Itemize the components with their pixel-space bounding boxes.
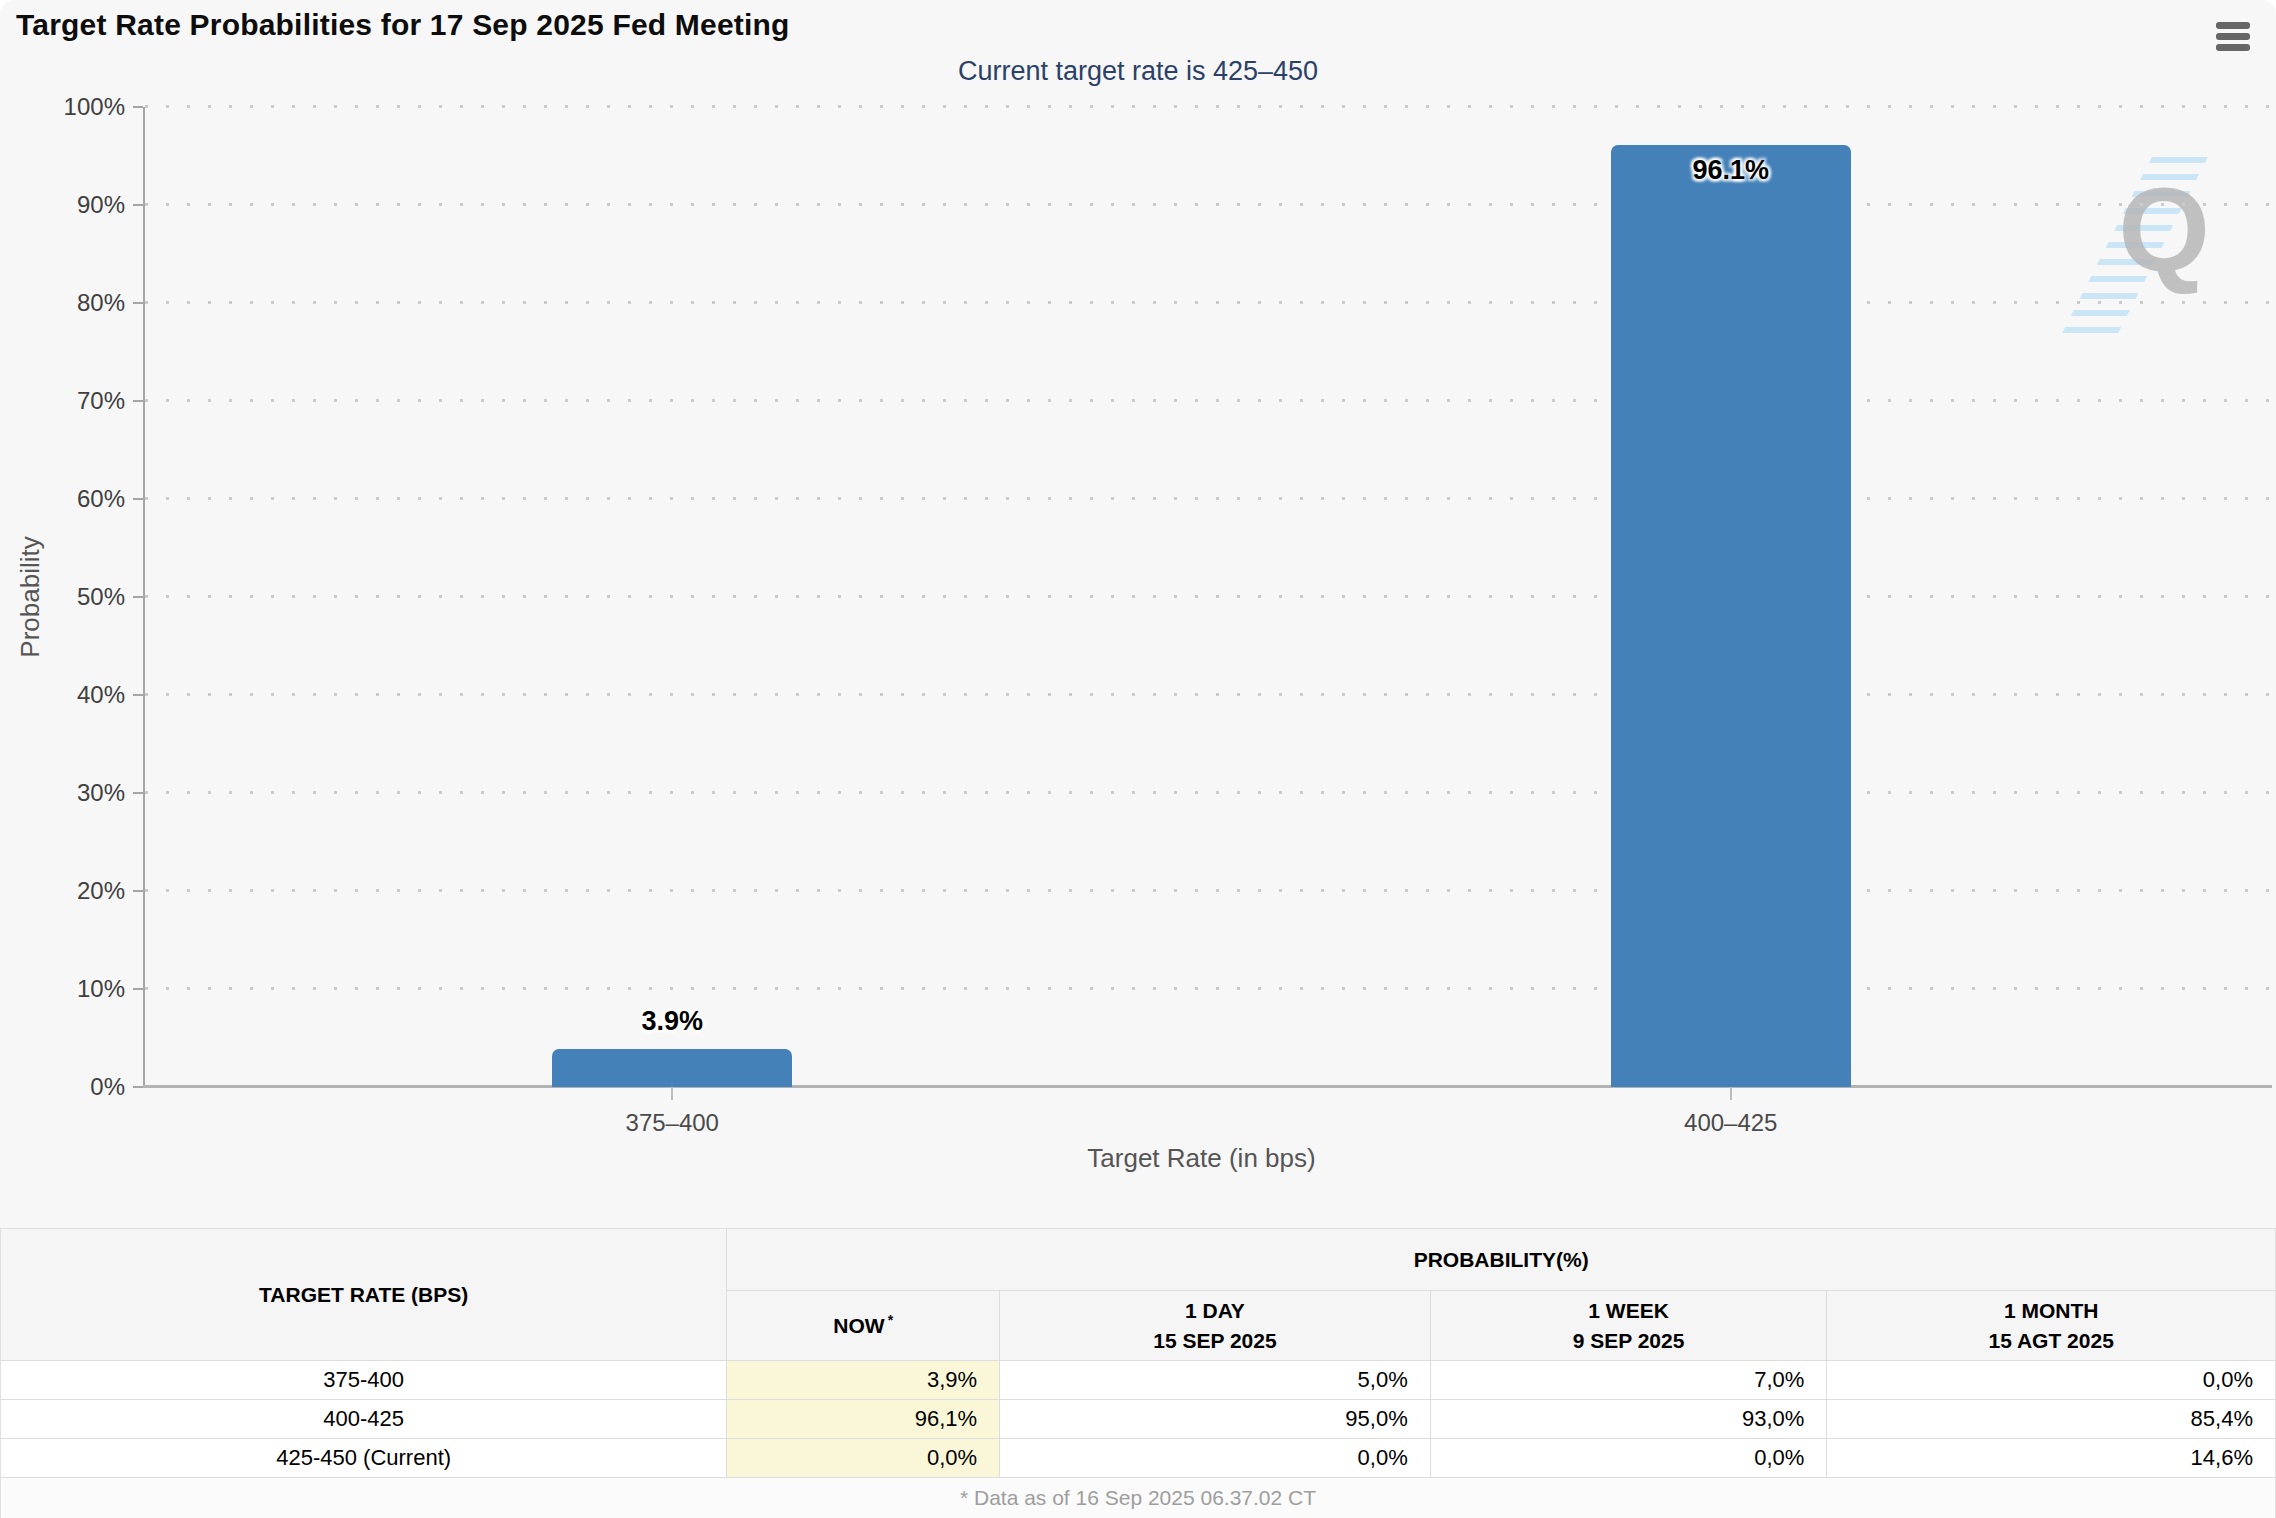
chart-title: Target Rate Probabilities for 17 Sep 202…: [16, 8, 790, 42]
bar-value-label: 3.9%: [641, 1006, 703, 1037]
table-header-target-rate: TARGET RATE (BPS): [1, 1229, 727, 1361]
col-label: 1 DAY: [1185, 1296, 1245, 1325]
gridline: [145, 595, 2272, 598]
rate-cell: 400-425: [1, 1400, 727, 1439]
data-as-of-footnote: * Data as of 16 Sep 2025 06.37.02 CT: [1, 1478, 2275, 1518]
gridline: [145, 399, 2272, 402]
y-tick: [133, 204, 143, 206]
now-label: NOW*: [833, 1311, 893, 1340]
table-header-1day: 1 DAY 15 SEP 2025: [1000, 1291, 1431, 1361]
menu-bar: [2216, 44, 2250, 51]
quikstrike-watermark: Q: [2060, 149, 2220, 379]
y-tick-label: 40%: [77, 681, 125, 709]
month-value-cell: 0,0%: [1827, 1361, 2275, 1400]
col-date: 15 SEP 2025: [1153, 1326, 1276, 1355]
y-tick-label: 30%: [77, 779, 125, 807]
y-tick: [133, 302, 143, 304]
q-logo-icon: Q: [2118, 171, 2210, 289]
y-tick-label: 50%: [77, 583, 125, 611]
x-tick: [671, 1087, 673, 1100]
menu-bar: [2216, 22, 2250, 29]
gridline: [145, 791, 2272, 794]
y-tick: [133, 596, 143, 598]
watermark-stripes-icon: [2060, 157, 2208, 337]
y-axis-title: Probability: [15, 447, 45, 747]
y-tick-label: 70%: [77, 387, 125, 415]
x-category-label: 400–425: [1684, 1109, 1777, 1137]
gridline: [145, 889, 2272, 892]
x-axis-line: [143, 1085, 2272, 1088]
y-tick-label: 60%: [77, 485, 125, 513]
menu-bar: [2216, 33, 2250, 40]
gridline: [145, 693, 2272, 696]
hamburger-menu-icon[interactable]: [2212, 16, 2256, 56]
y-tick-label: 100%: [64, 93, 125, 121]
col-date: 9 SEP 2025: [1573, 1326, 1685, 1355]
asterisk: *: [888, 1312, 893, 1328]
col-date: 15 AGT 2025: [1989, 1326, 2114, 1355]
gridline: [145, 301, 2272, 304]
plot-area: Q Probability Target Rate (in bps) 0%10%…: [143, 107, 2260, 1087]
x-axis-title: Target Rate (in bps): [143, 1143, 2260, 1174]
y-tick: [133, 106, 143, 108]
y-tick-label: 80%: [77, 289, 125, 317]
week-value-cell: 7,0%: [1431, 1361, 1828, 1400]
day-value-cell: 95,0%: [1000, 1400, 1431, 1439]
table-header-1month: 1 MONTH 15 AGT 2025: [1827, 1291, 2275, 1361]
y-tick-label: 20%: [77, 877, 125, 905]
probability-table: TARGET RATE (BPS) PROBABILITY(%) NOW* 1 …: [0, 1228, 2276, 1518]
day-value-cell: 0,0%: [1000, 1439, 1431, 1478]
table-header-1week: 1 WEEK 9 SEP 2025: [1431, 1291, 1828, 1361]
gridline: [145, 203, 2272, 206]
y-tick: [133, 792, 143, 794]
table-header-probability: PROBABILITY(%): [727, 1229, 2275, 1291]
table-header-now: NOW*: [727, 1291, 1000, 1361]
rate-cell: 375-400: [1, 1361, 727, 1400]
chart-subtitle: Current target rate is 425–450: [0, 56, 2276, 87]
y-tick-label: 90%: [77, 191, 125, 219]
y-tick-label: 0%: [90, 1073, 125, 1101]
now-value-cell: 0,0%: [727, 1439, 1000, 1478]
now-value-cell: 3,9%: [727, 1361, 1000, 1400]
y-tick-label: 10%: [77, 975, 125, 1003]
day-value-cell: 5,0%: [1000, 1361, 1431, 1400]
y-tick: [133, 694, 143, 696]
y-tick: [133, 988, 143, 990]
month-value-cell: 85,4%: [1827, 1400, 2275, 1439]
week-value-cell: 93,0%: [1431, 1400, 1828, 1439]
col-label: 1 MONTH: [2004, 1296, 2099, 1325]
y-tick: [133, 400, 143, 402]
y-tick: [133, 498, 143, 500]
now-value-cell: 96,1%: [727, 1400, 1000, 1439]
month-value-cell: 14,6%: [1827, 1439, 2275, 1478]
bar-400–425[interactable]: 96.1%: [1611, 145, 1851, 1087]
x-tick: [1730, 1087, 1732, 1100]
bar-375–400[interactable]: 3.9%: [552, 1049, 792, 1087]
rate-cell: 425-450 (Current): [1, 1439, 727, 1478]
x-category-label: 375–400: [626, 1109, 719, 1137]
gridline: [145, 987, 2272, 990]
col-label: 1 WEEK: [1588, 1296, 1669, 1325]
gridline: [145, 105, 2272, 108]
gridline: [145, 497, 2272, 500]
fedwatch-chart-panel: Target Rate Probabilities for 17 Sep 202…: [0, 0, 2276, 1228]
y-tick: [133, 890, 143, 892]
bar-value-label: 96.1%: [1692, 155, 1769, 186]
week-value-cell: 0,0%: [1431, 1439, 1828, 1478]
y-tick: [133, 1086, 143, 1088]
